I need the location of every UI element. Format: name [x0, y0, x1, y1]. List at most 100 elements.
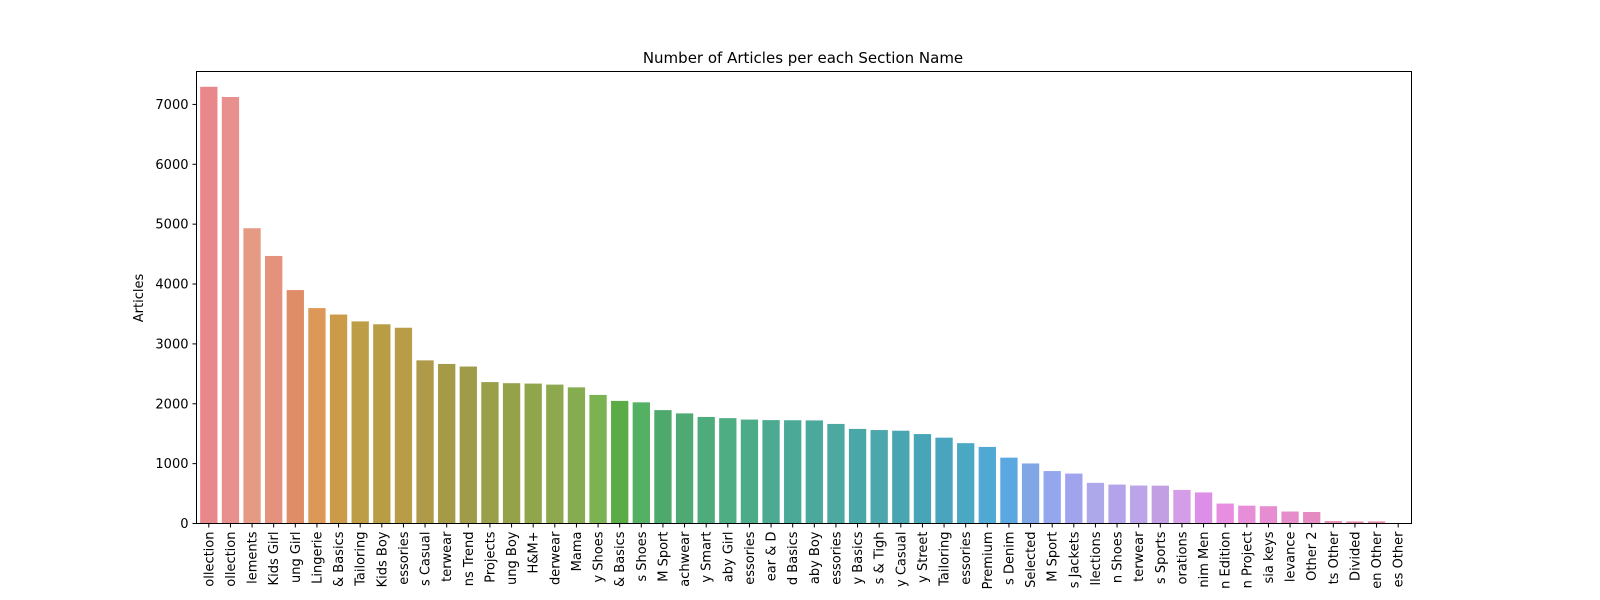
- x-tick-label: ear & D: [765, 532, 780, 582]
- y-tick-label: 7000: [155, 98, 188, 113]
- y-tick-label: 3000: [155, 337, 188, 352]
- x-tick-label: llections: [1089, 531, 1104, 585]
- bar-44: [1151, 485, 1169, 524]
- x-tick-label: s Denim: [1002, 532, 1017, 585]
- x-tick-label: derwear: [548, 531, 563, 585]
- x-tick-label: y Basics: [851, 531, 866, 584]
- bar-18: [589, 394, 607, 524]
- x-tick-label: lements: [246, 531, 261, 584]
- x-tick-label: Mama: [570, 532, 585, 572]
- bar-10: [416, 360, 434, 524]
- bar-50: [1281, 511, 1299, 524]
- bar-47: [1216, 503, 1234, 524]
- x-tick-label: y Street: [916, 532, 931, 583]
- x-tick-label: Lingerie: [310, 532, 325, 584]
- x-tick-label: achwear: [678, 531, 693, 587]
- bar-22: [675, 413, 694, 524]
- x-tick-label: en Other: [1370, 531, 1385, 589]
- x-tick-label: Other 2: [1305, 532, 1320, 581]
- bar-34: [935, 437, 953, 524]
- y-tick-label: 0: [180, 517, 188, 532]
- bar-38: [1021, 463, 1040, 524]
- bar-26: [762, 420, 780, 524]
- y-tick-label: 2000: [155, 397, 188, 412]
- bar-8: [373, 324, 391, 524]
- bar-1: [221, 97, 240, 524]
- bar-15: [524, 383, 542, 524]
- bar-48: [1238, 505, 1256, 524]
- y-axis: 0 1000 2000 3000 4000 5000 6000 7000: [155, 98, 197, 532]
- x-tick-label: ollection: [202, 532, 217, 587]
- x-tick-label: essories: [397, 531, 412, 584]
- bar-25: [740, 419, 759, 524]
- x-tick-label: essories: [959, 531, 974, 584]
- x-tick-label: & Basics: [332, 531, 347, 587]
- bar-9: [394, 327, 413, 524]
- bar-3: [265, 255, 283, 524]
- x-tick-label: Kids Boy: [375, 531, 390, 587]
- bar-41: [1086, 482, 1105, 524]
- x-axis: ollection ollection lements Kids Girl ung Gi…: [202, 523, 1407, 590]
- x-tick-label: H&M+: [527, 532, 542, 574]
- chart-title: Number of Articles per each Section Name: [643, 49, 963, 67]
- x-tick-label: Tailoring: [354, 532, 369, 587]
- bar-29: [827, 423, 845, 524]
- x-tick-label: Premium: [981, 532, 996, 590]
- bars-group: [200, 86, 1386, 524]
- y-tick-label: 5000: [155, 218, 188, 233]
- bar-36: [978, 446, 996, 524]
- bar-30: [848, 428, 867, 524]
- x-tick-label: ollection: [224, 532, 239, 587]
- bar-17: [567, 387, 586, 524]
- x-tick-label: aby Girl: [721, 532, 736, 583]
- bar-42: [1108, 484, 1126, 524]
- bar-0: [200, 86, 218, 524]
- bar-13: [481, 382, 499, 524]
- x-tick-label: M Sport: [1046, 532, 1061, 582]
- x-tick-label: M Sport: [656, 532, 671, 582]
- x-tick-label: terwear: [1132, 531, 1147, 582]
- x-tick-label: n Project: [1240, 532, 1255, 589]
- bar-28: [805, 420, 823, 524]
- bar-16: [546, 384, 564, 524]
- x-tick-label: s Casual: [419, 532, 434, 587]
- x-tick-label: levance: [1284, 532, 1299, 583]
- x-tick-label: s Jackets: [1067, 531, 1082, 588]
- x-tick-label: y Casual: [894, 532, 909, 587]
- bar-27: [784, 420, 802, 524]
- x-tick-label: ung Boy: [505, 531, 520, 585]
- bar-11: [438, 363, 456, 524]
- x-tick-label: Divided: [1348, 532, 1363, 581]
- x-tick-label: essories: [829, 531, 844, 584]
- bar-19: [611, 400, 629, 524]
- bar-37: [1000, 457, 1018, 524]
- x-tick-label: es Other: [1392, 531, 1407, 587]
- bar-39: [1043, 471, 1061, 524]
- x-tick-label: Selected: [1024, 532, 1039, 588]
- x-tick-label: orations: [1175, 531, 1190, 584]
- x-tick-label: & Basics: [613, 531, 628, 587]
- x-tick-label: essories: [743, 531, 758, 584]
- bar-4: [286, 290, 304, 524]
- bar-23: [697, 416, 715, 524]
- bar-7: [351, 321, 369, 524]
- bar-51: [1303, 512, 1321, 524]
- bar-35: [957, 443, 975, 524]
- bar-21: [654, 410, 672, 524]
- x-tick-label: n Shoes: [1111, 531, 1126, 583]
- bar-54: [1367, 521, 1386, 524]
- y-axis-label: Articles: [132, 274, 147, 323]
- x-tick-label: Kids Girl: [267, 532, 282, 586]
- x-tick-label: ns Trend: [462, 532, 477, 587]
- x-tick-label: y Shoes: [592, 531, 607, 582]
- bar-46: [1194, 492, 1213, 524]
- x-tick-label: s & Tigh: [873, 532, 888, 585]
- bar-2: [243, 228, 261, 524]
- plot-frame: [196, 71, 1412, 524]
- bar-49: [1259, 506, 1278, 524]
- bar-53: [1346, 521, 1364, 524]
- bar-6: [329, 314, 348, 524]
- x-tick-label: ts Other: [1327, 531, 1342, 585]
- x-tick-label: n Edition: [1219, 532, 1234, 589]
